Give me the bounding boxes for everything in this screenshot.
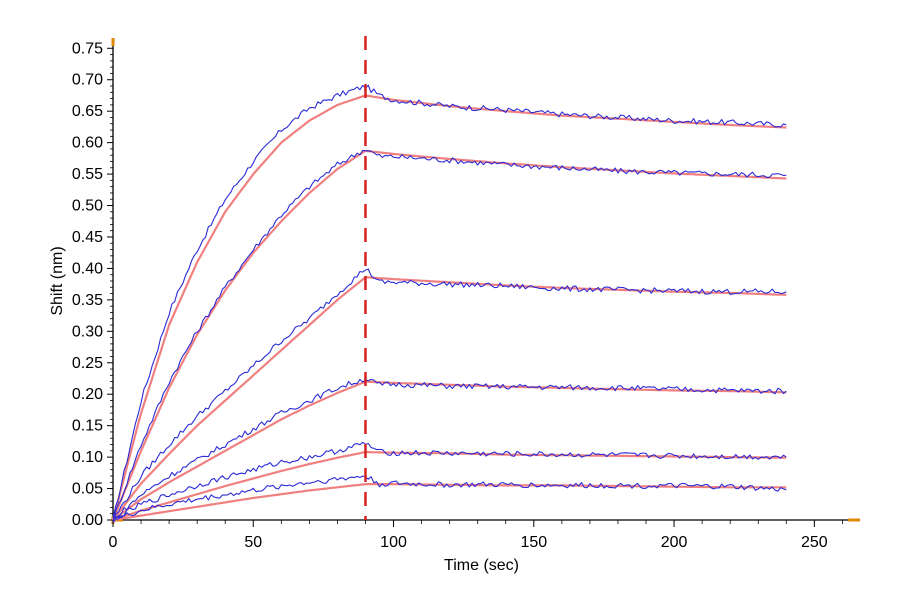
measured-curve xyxy=(112,441,787,519)
y-tick-label: 0.10 xyxy=(72,449,103,466)
measured-curve xyxy=(112,268,787,522)
y-tick-label: 0.30 xyxy=(72,323,103,340)
fit-curve xyxy=(111,149,787,521)
y-tick-label: 0.75 xyxy=(72,40,103,57)
y-tick-label: 0.40 xyxy=(72,260,103,277)
ticks: 0.00 0.05 0.10 0.15 0.20 0.25 0.30 0.35 0.40 0.45… xyxy=(72,40,843,551)
x-tick-label: 250 xyxy=(801,534,828,551)
y-tick-label: 0.05 xyxy=(72,481,103,498)
y-tick-label: 0.65 xyxy=(72,103,103,120)
y-axis-title: Shift (nm) xyxy=(49,246,66,315)
y-tick-label: 0.15 xyxy=(72,418,103,435)
y-tick-label: 0.35 xyxy=(72,292,103,309)
y-tick-label: 0.20 xyxy=(72,386,103,403)
fit-curves xyxy=(111,94,787,522)
y-tick-label: 0.55 xyxy=(72,166,103,183)
fit-curve xyxy=(111,94,787,521)
x-axis-title: Time (sec) xyxy=(444,557,519,574)
y-tick-label: 0.25 xyxy=(72,355,103,372)
y-tick-label: 0.00 xyxy=(72,512,103,529)
measured-curve xyxy=(112,378,787,520)
fit-curve xyxy=(112,451,787,522)
y-tick-label: 0.60 xyxy=(72,135,103,152)
x-tick-label: 100 xyxy=(380,534,407,551)
measured-curve xyxy=(112,475,787,523)
measured-curve xyxy=(112,84,787,518)
x-tick-label: 150 xyxy=(520,534,547,551)
y-tick-label: 0.50 xyxy=(72,198,103,215)
measured-curve xyxy=(112,149,787,523)
x-tick-label: 50 xyxy=(244,534,262,551)
measured-curves xyxy=(112,84,787,523)
fit-curve xyxy=(112,380,787,521)
y-tick-label: 0.70 xyxy=(72,72,103,89)
x-tick-label: 0 xyxy=(109,534,118,551)
x-tick-label: 200 xyxy=(661,534,688,551)
y-tick-label: 0.45 xyxy=(72,229,103,246)
